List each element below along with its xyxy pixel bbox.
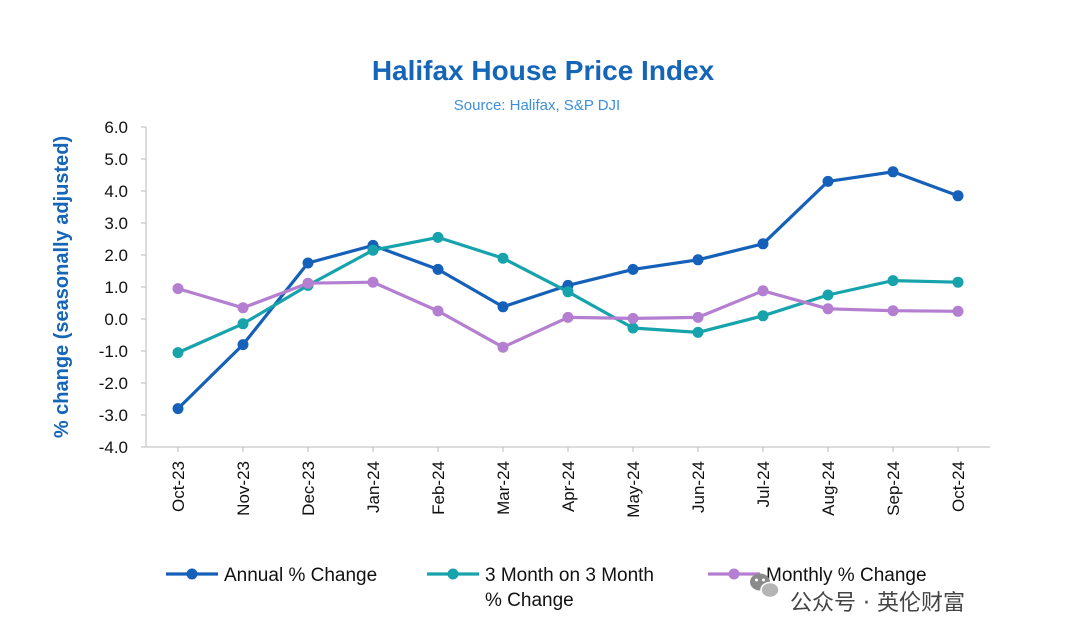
data-point <box>757 285 769 297</box>
y-tick-label: 4.0 <box>104 182 128 201</box>
data-point <box>237 318 249 330</box>
wechat-icon <box>750 573 780 599</box>
y-tick-label: -2.0 <box>99 374 128 393</box>
y-tick-label: 5.0 <box>104 150 128 169</box>
data-point <box>432 231 444 243</box>
legend-item: 3 Month on 3 Month % Change <box>427 565 654 611</box>
x-ticks: Oct-23 Nov-23 Dec-23 Jan-24 Feb-24 Mar-24 Apr-… <box>169 447 968 518</box>
data-point <box>757 238 769 250</box>
series-1 <box>172 166 964 415</box>
y-axis-label: % change (seasonally adjusted) <box>51 136 73 438</box>
x-tick-label: Dec-23 <box>299 461 318 516</box>
x-tick-label: Jul-24 <box>754 461 773 507</box>
y-tick-label: 6.0 <box>104 118 128 137</box>
data-point <box>237 339 249 351</box>
x-tick-label: Sep-24 <box>884 461 903 516</box>
legend-label: Annual % Change <box>224 565 377 586</box>
x-tick-label: Feb-24 <box>429 461 448 515</box>
data-point <box>952 276 964 288</box>
data-point <box>887 305 899 317</box>
x-tick-label: Oct-24 <box>949 461 968 512</box>
data-point <box>692 326 704 338</box>
legend-swatch-marker <box>447 568 459 580</box>
legend-swatch-marker <box>186 568 198 580</box>
legend-item: Monthly % Change <box>708 565 927 586</box>
data-point <box>172 347 184 359</box>
x-tick-label: Apr-24 <box>559 461 578 512</box>
data-point <box>822 175 834 187</box>
series-3 <box>172 276 964 353</box>
data-point <box>367 276 379 288</box>
y-tick-label: -4.0 <box>99 438 128 457</box>
watermark: 公众号 · 英伦财富 <box>750 573 965 616</box>
data-point <box>627 312 639 324</box>
x-tick-label: Nov-23 <box>234 461 253 516</box>
data-point <box>822 303 834 315</box>
x-tick-label: Jan-24 <box>364 461 383 513</box>
y-tick-label: -3.0 <box>99 406 128 425</box>
data-point <box>302 277 314 289</box>
legend-swatch-marker <box>728 568 740 580</box>
chart-title: Halifax House Price Index <box>372 55 715 86</box>
data-point <box>497 252 509 264</box>
x-tick-label: Jun-24 <box>689 461 708 513</box>
x-tick-label: Aug-24 <box>819 461 838 516</box>
data-point <box>692 311 704 323</box>
y-ticks: 6.0 5.0 4.0 3.0 2.0 1.0 0.0 -1.0 -2.0 -3.0 -4.0 <box>99 118 146 457</box>
series-2 <box>172 231 964 359</box>
data-point <box>887 166 899 178</box>
legend: Annual % Change 3 Month on 3 Month % Chang… <box>166 565 927 611</box>
data-point <box>562 311 574 323</box>
data-point <box>952 305 964 317</box>
data-point <box>497 341 509 353</box>
y-tick-label: 0.0 <box>104 310 128 329</box>
data-point <box>432 305 444 317</box>
data-point <box>562 286 574 298</box>
data-point <box>172 283 184 295</box>
x-tick-label: Mar-24 <box>494 461 513 515</box>
data-point <box>172 403 184 415</box>
data-point <box>432 263 444 275</box>
data-point <box>692 254 704 266</box>
y-tick-label: 3.0 <box>104 214 128 233</box>
legend-label: % Change <box>485 590 574 611</box>
data-point <box>367 244 379 256</box>
data-point <box>627 322 639 334</box>
data-point <box>822 289 834 301</box>
data-point <box>757 310 769 322</box>
data-point <box>627 263 639 275</box>
y-tick-label: 2.0 <box>104 246 128 265</box>
legend-item: Annual % Change <box>166 565 377 586</box>
series-layer <box>172 166 964 415</box>
y-tick-label: -1.0 <box>99 342 128 361</box>
data-point <box>952 190 964 202</box>
legend-label: 3 Month on 3 Month <box>485 565 654 586</box>
data-point <box>237 302 249 314</box>
chart-subtitle: Source: Halifax, S&P DJI <box>454 97 620 114</box>
data-point <box>887 275 899 287</box>
data-point <box>302 257 314 269</box>
y-tick-label: 1.0 <box>104 278 128 297</box>
watermark-text: 公众号 · 英伦财富 <box>790 591 965 616</box>
legend-label: Monthly % Change <box>766 565 927 586</box>
data-point <box>497 301 509 313</box>
x-tick-label: May-24 <box>624 461 643 518</box>
x-tick-label: Oct-23 <box>169 461 188 512</box>
